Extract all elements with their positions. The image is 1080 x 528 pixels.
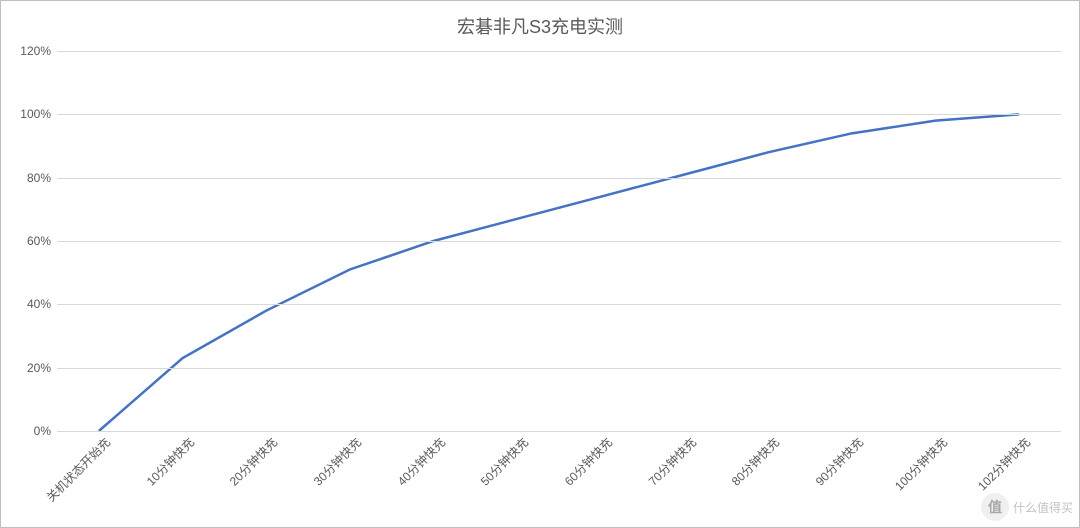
watermark: 值 什么值得买 [981,493,1073,521]
watermark-badge-text: 值 [988,497,1002,517]
x-tick-label: 90分钟快充 [808,431,866,489]
y-tick-label: 40% [27,297,57,311]
y-tick-label: 120% [20,44,57,58]
watermark-badge: 值 [981,493,1009,521]
chart-container: 宏碁非凡S3充电实测 0%20%40%60%80%100%120%关机状态开始充… [0,0,1080,528]
chart-title: 宏碁非凡S3充电实测 [1,1,1079,39]
x-tick-label: 30分钟快充 [306,431,364,489]
y-gridline [57,51,1061,52]
y-tick-label: 100% [20,107,57,121]
x-tick-label: 关机状态开始充 [39,431,113,505]
y-gridline [57,304,1061,305]
x-tick-label: 40分钟快充 [390,431,448,489]
y-tick-label: 0% [34,424,57,438]
y-gridline [57,241,1061,242]
y-gridline [57,114,1061,115]
y-tick-label: 60% [27,234,57,248]
x-tick-label: 50分钟快充 [474,431,532,489]
y-gridline [57,178,1061,179]
y-gridline [57,431,1061,432]
x-tick-label: 10分钟快充 [139,431,197,489]
x-tick-label: 20分钟快充 [223,431,281,489]
y-gridline [57,368,1061,369]
y-tick-label: 80% [27,171,57,185]
x-tick-label: 60分钟快充 [557,431,615,489]
x-tick-label: 70分钟快充 [641,431,699,489]
x-tick-label: 100分钟快充 [887,431,950,494]
x-tick-label: 80分钟快充 [725,431,783,489]
y-tick-label: 20% [27,361,57,375]
x-tick-label: 102分钟快充 [971,431,1034,494]
watermark-text: 什么值得买 [1013,499,1073,516]
plot-area: 0%20%40%60%80%100%120%关机状态开始充10分钟快充20分钟快… [57,51,1061,431]
series-charge_percent [99,114,1019,431]
